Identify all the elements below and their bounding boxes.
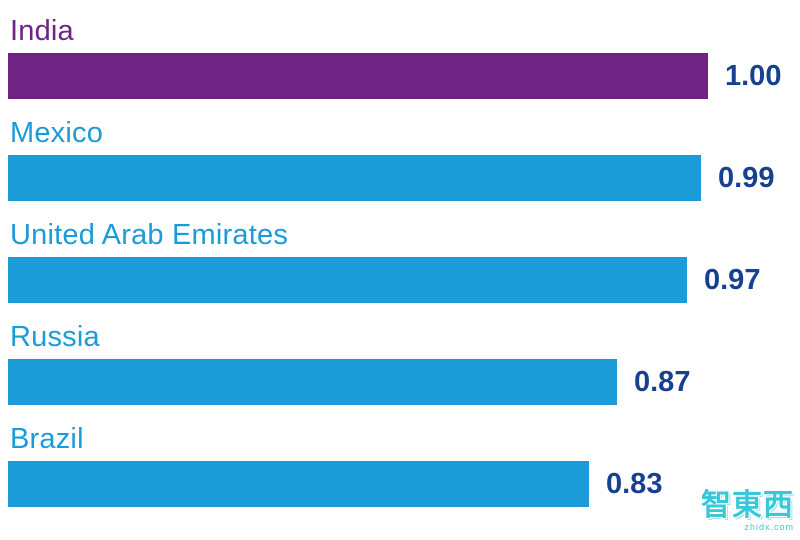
value-label: 0.99 bbox=[718, 161, 775, 194]
bar bbox=[8, 257, 687, 303]
bar-line: 0.99 bbox=[8, 155, 800, 201]
category-label: Russia bbox=[10, 321, 100, 353]
chart-row: Mexico 0.99 bbox=[8, 116, 800, 201]
bar-line: 0.97 bbox=[8, 257, 800, 303]
value-label: 0.97 bbox=[704, 263, 761, 296]
bar bbox=[8, 53, 708, 99]
chart-row: United Arab Emirates 0.97 bbox=[8, 218, 800, 303]
category-label: India bbox=[10, 15, 74, 47]
bar bbox=[8, 155, 701, 201]
category-label: United Arab Emirates bbox=[10, 219, 289, 251]
bar-chart: India 1.00 Mexico 0.99 United Arab Emira… bbox=[8, 14, 800, 524]
chart-row: Brazil 0.83 bbox=[8, 422, 800, 507]
chart-row: India 1.00 bbox=[8, 14, 800, 99]
category-label: Brazil bbox=[10, 423, 84, 455]
category-label: Mexico bbox=[10, 117, 104, 149]
chart-row: Russia 0.87 bbox=[8, 320, 800, 405]
bar-line: 1.00 bbox=[8, 53, 800, 99]
value-label: 0.87 bbox=[634, 365, 691, 398]
bar bbox=[8, 359, 617, 405]
bar bbox=[8, 461, 589, 507]
bar-line: 0.83 bbox=[8, 461, 800, 507]
bar-line: 0.87 bbox=[8, 359, 800, 405]
value-label: 0.83 bbox=[606, 467, 663, 500]
value-label: 1.00 bbox=[725, 59, 782, 92]
